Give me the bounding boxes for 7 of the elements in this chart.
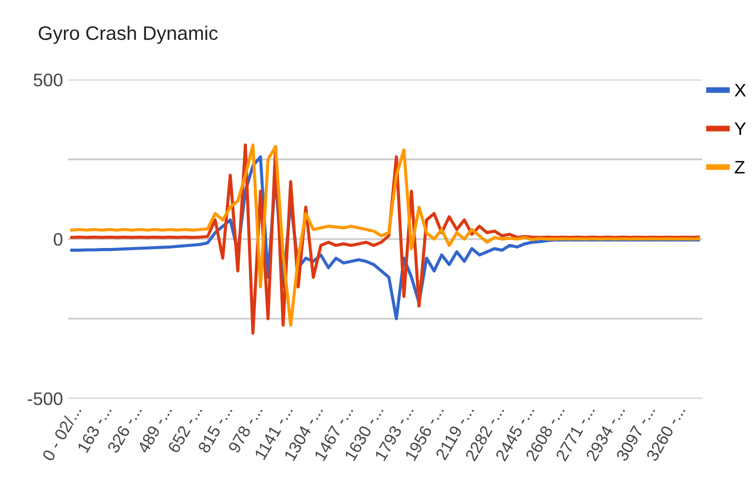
legend-label: X (734, 84, 746, 96)
legend-label: Y (734, 122, 746, 135)
chart-title: Gyro Crash Dynamic (38, 26, 218, 44)
legend-label: Z (734, 160, 745, 174)
y-tick-label: 0 (54, 232, 62, 246)
y-tick-label: 500 (34, 74, 62, 86)
y-tick-label: -500 (28, 392, 62, 406)
